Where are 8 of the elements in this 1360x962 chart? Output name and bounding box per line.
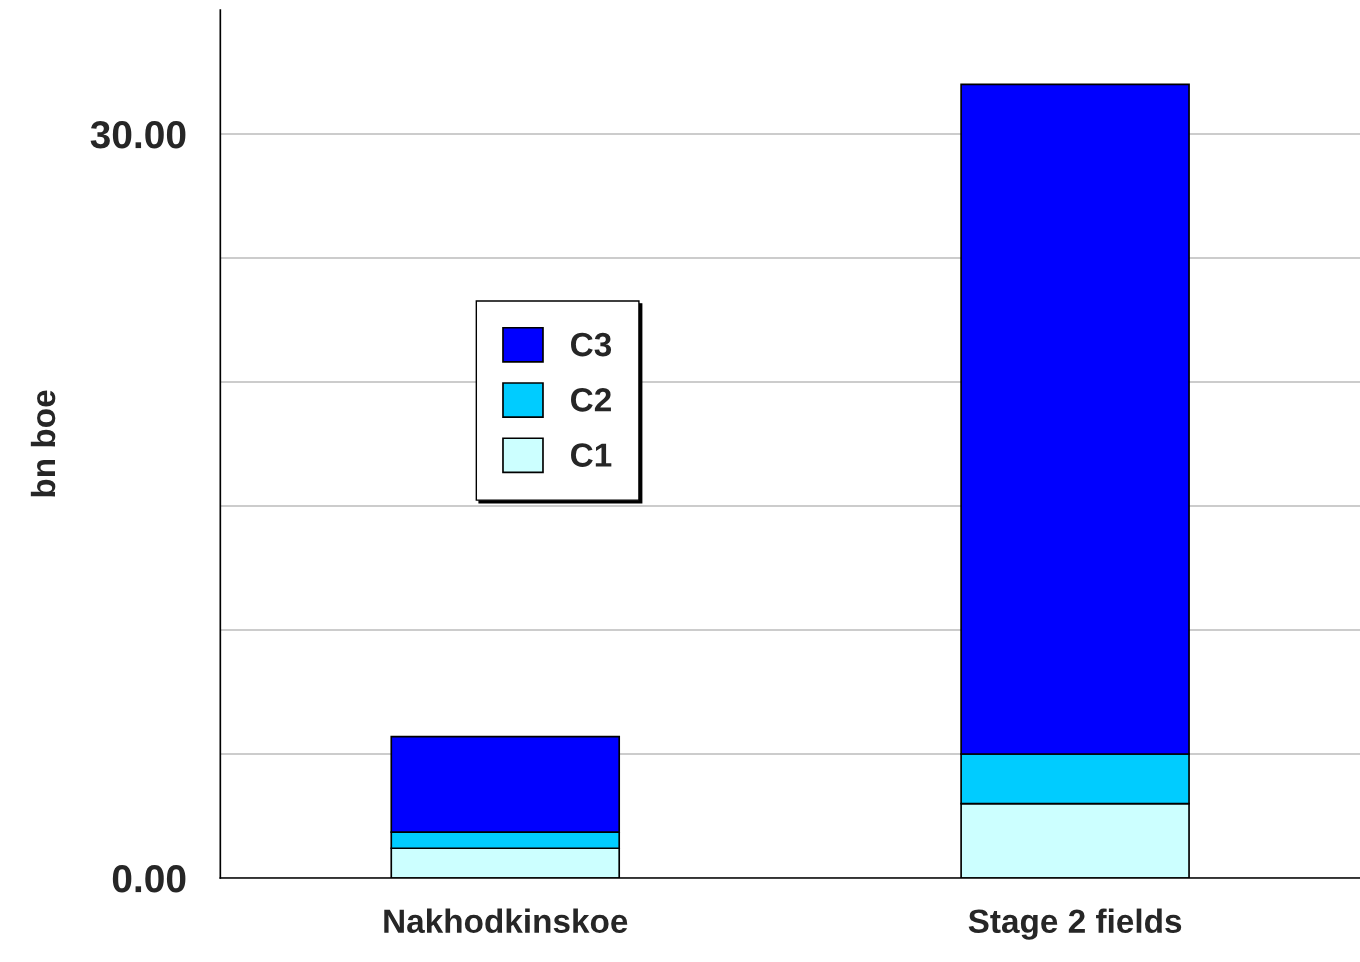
- y-tick-label: 0.00: [112, 864, 186, 893]
- x-tick-label: Stage 2 fields: [968, 908, 1182, 940]
- y-tick-label: 30.00: [90, 120, 186, 149]
- legend-label: C1: [571, 443, 612, 467]
- legend-label: C3: [571, 332, 612, 357]
- y-axis-title: bn boe: [30, 390, 56, 497]
- legend-label: C2: [571, 388, 611, 412]
- x-tick-label: Nakhodkinskoe: [384, 908, 628, 934]
